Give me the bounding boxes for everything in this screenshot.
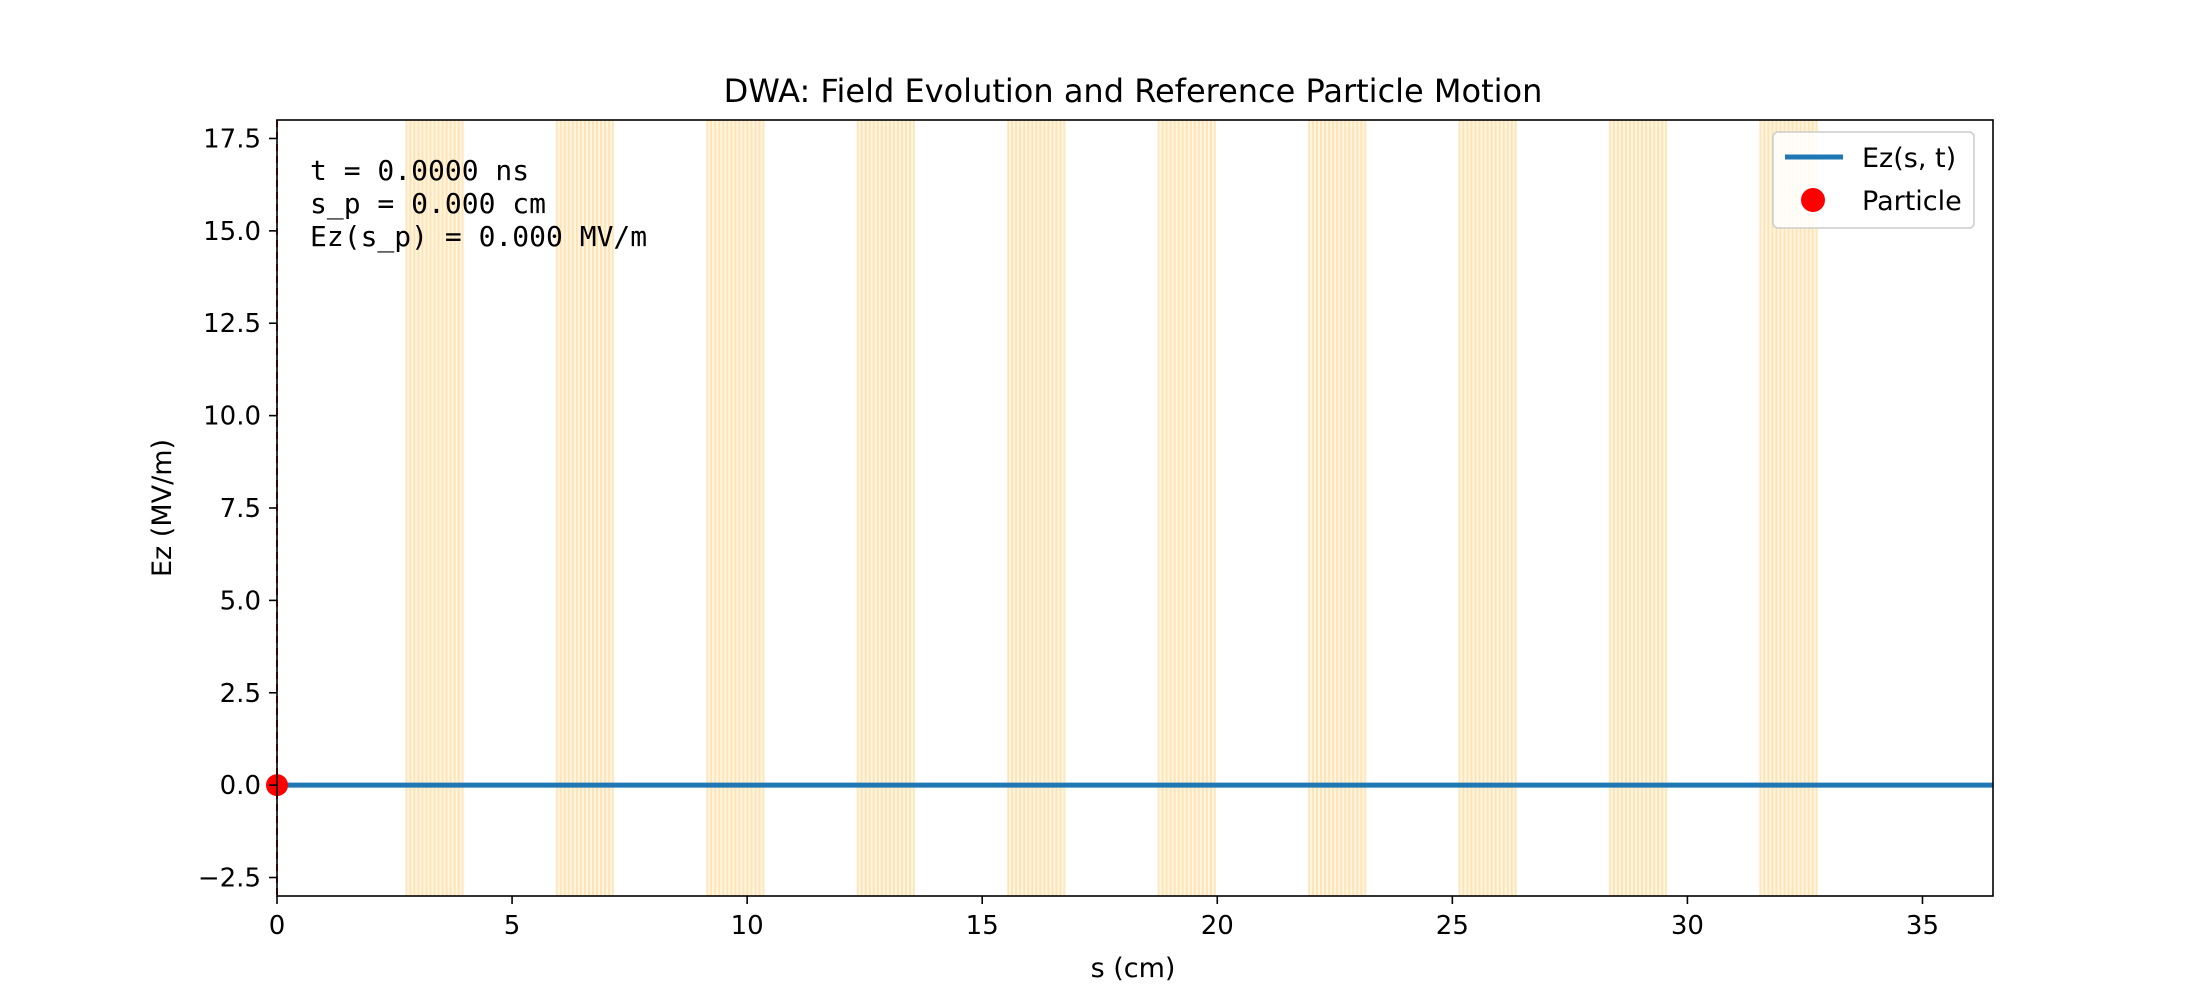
x-tick-label: 0: [269, 911, 286, 941]
y-tick-label: 2.5: [220, 679, 261, 709]
x-tick-label: 5: [504, 911, 521, 941]
x-tick-label: 25: [1436, 911, 1469, 941]
y-axis-ticks: −2.5 0.0 2.5 5.0 7.5 10.0 12.5 15.0 17.5: [198, 124, 277, 894]
cavity-region-3: [706, 120, 765, 896]
cavity-regions: [405, 120, 1818, 896]
x-tick-label: 35: [1906, 911, 1939, 941]
y-tick-label: 10.0: [203, 402, 261, 432]
y-tick-label: 5.0: [220, 586, 261, 616]
cavity-region-7: [1307, 120, 1367, 896]
chart-title: DWA: Field Evolution and Reference Parti…: [724, 72, 1543, 110]
cavity-region-9: [1608, 120, 1668, 896]
annotation-particle-position: s_p = 0.000 cm: [310, 187, 546, 221]
x-tick-label: 30: [1671, 911, 1704, 941]
cavity-region-6: [1157, 120, 1216, 896]
x-tick-label: 15: [966, 911, 999, 941]
y-tick-label: 17.5: [203, 124, 261, 154]
y-tick-label: 15.0: [203, 217, 261, 247]
cavity-region-5: [1007, 120, 1066, 896]
legend-marker-swatch: [1801, 188, 1825, 212]
y-tick-label: 12.5: [203, 309, 261, 339]
legend-label-particle: Particle: [1862, 186, 1962, 217]
cavity-region-fill: [556, 120, 614, 896]
cavity-region-4: [856, 120, 916, 896]
x-axis-label: s (cm): [1091, 953, 1176, 984]
annotation-field-at-particle: Ez(s_p) = 0.000 MV/m: [310, 220, 647, 254]
x-tick-label: 20: [1201, 911, 1234, 941]
annotation-time: t = 0.0000 ns: [310, 154, 529, 187]
cavity-region-1: [405, 120, 464, 896]
cavity-region-fill: [1308, 120, 1366, 896]
cavity-region-8: [1458, 120, 1517, 896]
legend-label-ez: Ez(s, t): [1862, 143, 1956, 174]
x-tick-label: 10: [731, 911, 764, 941]
y-axis-label: Ez (MV/m): [147, 439, 178, 577]
y-tick-label: 7.5: [220, 494, 261, 524]
cavity-region-fill: [1158, 120, 1215, 896]
x-axis-ticks: 0 5 10 15 20 25 30 35: [269, 896, 1939, 941]
y-tick-label: −2.5: [198, 864, 261, 894]
y-tick-label: 0.0: [220, 771, 261, 801]
info-annotation: t = 0.0000 ns s_p = 0.000 cm Ez(s_p) = 0…: [310, 154, 647, 254]
cavity-region-10: [1759, 120, 1818, 896]
cavity-region-fill: [1008, 120, 1065, 896]
cavity-region-fill: [857, 120, 915, 896]
cavity-region-fill: [1459, 120, 1516, 896]
cavity-region-fill: [707, 120, 764, 896]
cavity-region-fill: [1609, 120, 1667, 896]
legend: Ez(s, t) Particle: [1772, 131, 1975, 229]
cavity-region-fill: [1760, 120, 1817, 896]
cavity-region-2: [555, 120, 615, 896]
cavity-region-fill: [406, 120, 463, 896]
